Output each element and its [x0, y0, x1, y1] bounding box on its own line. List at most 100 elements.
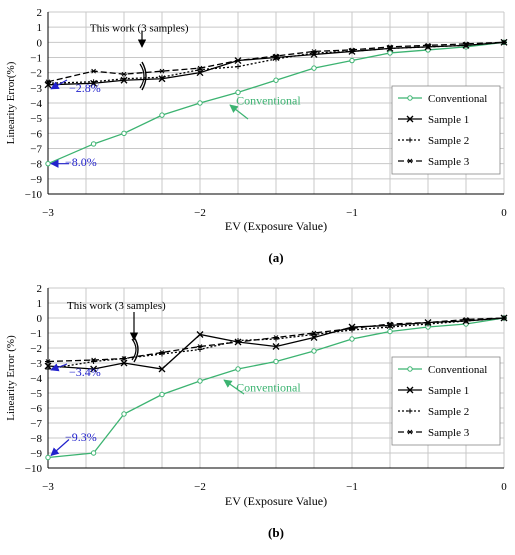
- y-tick-label: −7: [30, 418, 42, 430]
- marker-star: [121, 71, 127, 77]
- y-tick-label: −9: [30, 448, 42, 460]
- marker-star: [159, 350, 165, 355]
- x-tick-label: −1: [346, 207, 358, 219]
- marker-star: [235, 339, 241, 345]
- marker-star: [463, 317, 469, 322]
- marker-x: [158, 365, 166, 373]
- marker-circle: [349, 336, 355, 342]
- series-sample-3: [45, 39, 507, 85]
- marker-circle: [197, 378, 203, 384]
- marker-star: [91, 357, 96, 363]
- y-tick-label: 0: [37, 313, 43, 325]
- y-tick-label: −7: [30, 144, 42, 156]
- marker-star: [387, 44, 393, 50]
- annotation-bracket: [139, 63, 145, 89]
- x-tick-label: −3: [42, 481, 54, 493]
- annotation-bracket: [141, 61, 147, 91]
- annotation-high-error: −9.3%: [65, 430, 97, 444]
- annotations: This work (3 samples) −2.8% −8.0% Conventio…: [50, 23, 301, 169]
- marker-star: [273, 53, 279, 59]
- y-tick-label: −1: [30, 328, 42, 340]
- marker-star: [91, 68, 96, 74]
- marker-circle: [159, 391, 165, 398]
- marker-circle: [197, 100, 203, 106]
- marker-circle: [235, 89, 241, 96]
- marker-circle: [273, 77, 279, 83]
- marker-star: [349, 326, 355, 331]
- annotations: This work (3 samples) −3.4% −9.3% Conventio…: [50, 300, 301, 457]
- marker-circle: [159, 112, 165, 118]
- marker-x: [272, 343, 280, 350]
- marker-circle: [45, 160, 51, 167]
- marker-star: [425, 43, 431, 48]
- marker-star: [311, 49, 317, 54]
- legend: Conventional Sample 1 Sample 2 Sample 3: [391, 85, 501, 175]
- marker-x: [196, 69, 204, 77]
- annotation-low-error: −3.4%: [69, 365, 101, 379]
- y-tick-label: −10: [25, 463, 43, 475]
- annotation-bracket: [133, 336, 139, 363]
- marker-star: [45, 79, 51, 85]
- annotation-arrow-low: [50, 363, 68, 372]
- legend: Conventional Sample 1 Sample 2 Sample 3: [391, 356, 501, 446]
- marker-circle: [311, 65, 317, 71]
- chart-panel-a: 210−1−2−3−4−5−6−7−8−9−10−3 −2 −1 0Linearity…: [5, 7, 508, 265]
- y-tick-label: 1: [37, 22, 43, 34]
- marker-circle: [121, 411, 127, 417]
- y-tick-label: −4: [30, 373, 42, 385]
- y-tick-label: 2: [37, 7, 43, 19]
- marker-star: [407, 158, 413, 164]
- x-tick-label: 0: [501, 207, 507, 219]
- x-axis-label: EV (Exposure Value): [225, 219, 327, 233]
- x-tick-label: −3: [42, 207, 54, 219]
- y-tick-label: −1: [30, 53, 42, 65]
- marker-circle: [387, 328, 393, 335]
- marker-star: [501, 39, 507, 45]
- x-tick-label: 0: [501, 481, 507, 493]
- annotation-bracket: [131, 338, 137, 361]
- annotation-low-error: −2.8%: [69, 81, 101, 95]
- marker-circle: [90, 141, 97, 147]
- marker-star: [121, 356, 127, 361]
- marker-star: [273, 335, 279, 340]
- annotation-arrow-low: [50, 79, 68, 90]
- annotation-conventional: Conventional: [236, 94, 301, 108]
- marker-circle: [407, 366, 413, 372]
- chart-panel-b: 210−1−2−3−4−5−6−7−8−9−10−3 −2 −1 0Linearity…: [5, 283, 508, 540]
- y-tick-label: −3: [30, 83, 42, 95]
- marker-circle: [273, 358, 279, 365]
- annotation-arrow-high: [50, 439, 70, 457]
- annotation-high-error: −8.0%: [65, 155, 97, 169]
- y-tick-label: −6: [30, 403, 42, 415]
- annotation-this-work: This work (3 samples): [90, 23, 189, 35]
- x-axis-label: EV (Exposure Value): [225, 494, 327, 508]
- marker-x: [406, 115, 414, 123]
- legend-label: Sample 3: [428, 427, 470, 439]
- panel-label: (a): [268, 250, 283, 265]
- marker-circle: [311, 348, 317, 354]
- legend-label: Sample 2: [428, 406, 469, 418]
- y-axis-label: Linearity Error(%): [5, 61, 17, 144]
- x-tick-label: −1: [346, 481, 358, 493]
- y-tick-label: 1: [37, 298, 43, 310]
- marker-star: [45, 359, 51, 364]
- y-tick-label: −5: [30, 388, 42, 400]
- marker-star: [407, 429, 413, 435]
- y-tick-label: −3: [30, 358, 42, 370]
- series-conventional: [45, 39, 507, 167]
- marker-circle: [235, 366, 241, 372]
- y-tick-label: −10: [25, 189, 43, 201]
- marker-circle: [45, 454, 51, 461]
- y-tick-label: −8: [30, 159, 42, 171]
- marker-star: [425, 320, 431, 325]
- marker-star: [159, 68, 165, 74]
- marker-x: [196, 331, 204, 338]
- annotation-arrow-conventional: [229, 104, 249, 120]
- marker-circle: [121, 130, 127, 137]
- marker-x: [310, 334, 318, 341]
- legend-label: Sample 2: [428, 135, 469, 147]
- x-tick-label: −2: [194, 207, 206, 219]
- legend-label: Conventional: [428, 93, 487, 105]
